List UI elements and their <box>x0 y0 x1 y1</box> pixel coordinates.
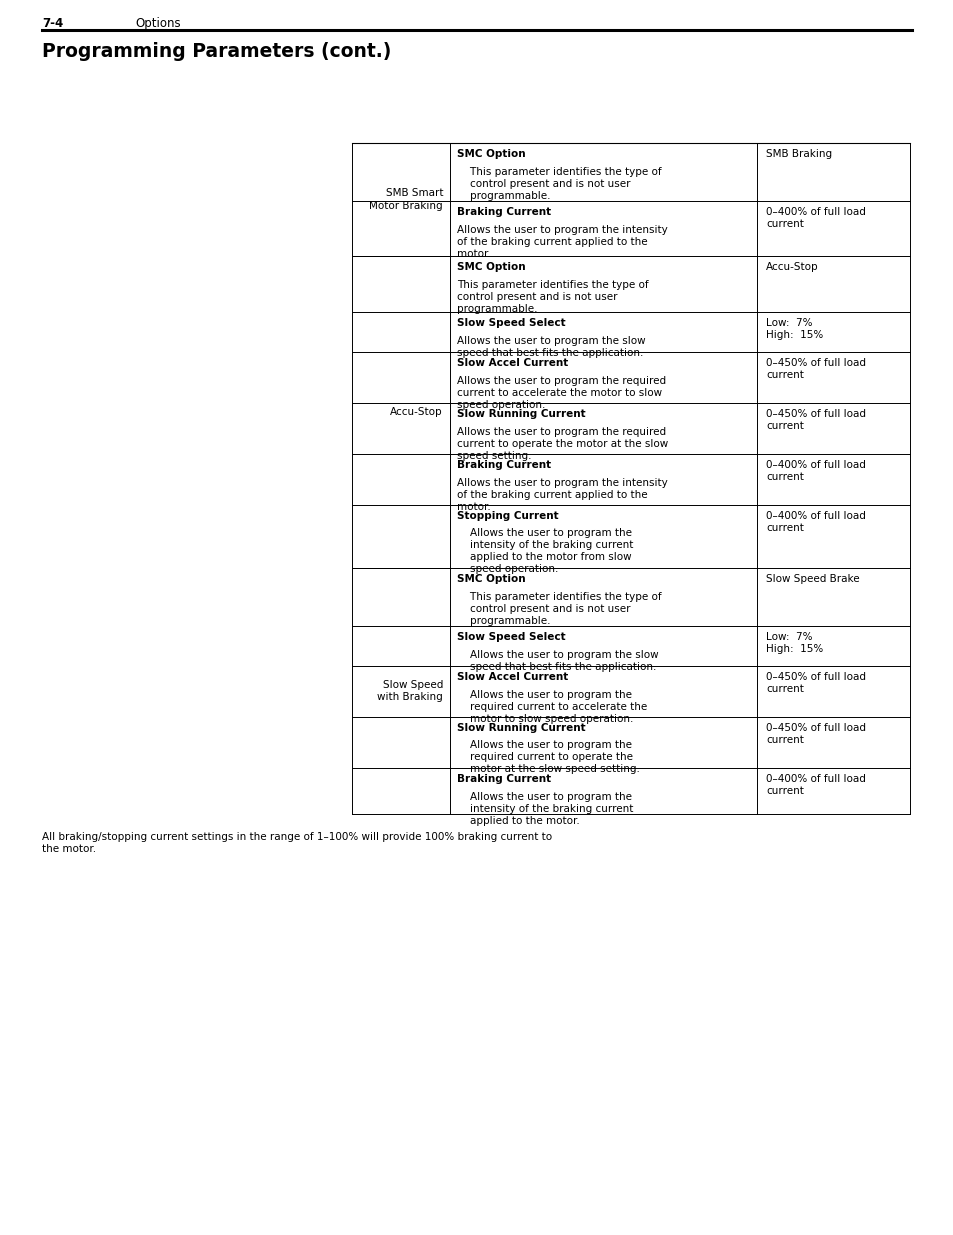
Text: SMC Option: SMC Option <box>456 262 525 272</box>
Text: Braking Current: Braking Current <box>456 774 551 784</box>
Text: Allows the user to program the required
current to operate the motor at the slow: Allows the user to program the required … <box>456 426 667 461</box>
Text: Braking Current: Braking Current <box>456 207 551 217</box>
Text: Allows the user to program the
    intensity of the braking current
    applied : Allows the user to program the intensity… <box>456 792 633 825</box>
Text: This parameter identifies the type of
    control present and is not user
    pr: This parameter identifies the type of co… <box>456 167 661 200</box>
Text: All braking/stopping current settings in the range of 1–100% will provide 100% b: All braking/stopping current settings in… <box>42 832 552 855</box>
Text: Slow Speed
with Braking: Slow Speed with Braking <box>376 679 442 703</box>
Text: 0–400% of full load
current: 0–400% of full load current <box>765 774 865 797</box>
Text: This parameter identifies the type of
    control present and is not user
    pr: This parameter identifies the type of co… <box>456 592 661 625</box>
Text: SMB Braking: SMB Braking <box>765 149 831 159</box>
Text: SMB Smart
Motor Braking: SMB Smart Motor Braking <box>369 188 442 211</box>
Text: Allows the user to program the
    required current to operate the
    motor at : Allows the user to program the required … <box>456 741 639 774</box>
Text: 0–450% of full load
current: 0–450% of full load current <box>765 409 865 431</box>
Text: 7-4: 7-4 <box>42 17 63 30</box>
Text: SMC Option: SMC Option <box>456 149 525 159</box>
Text: Slow Accel Current: Slow Accel Current <box>456 358 568 368</box>
Text: 0–400% of full load
current: 0–400% of full load current <box>765 511 865 534</box>
Text: Allows the user to program the required
current to accelerate the motor to slow
: Allows the user to program the required … <box>456 375 665 410</box>
Text: Slow Running Current: Slow Running Current <box>456 409 585 419</box>
Text: 0–450% of full load
current: 0–450% of full load current <box>765 358 865 380</box>
Text: Allows the user to program the
    required current to accelerate the
    motor : Allows the user to program the required … <box>456 689 646 724</box>
Text: Programming Parameters (cont.): Programming Parameters (cont.) <box>42 42 391 61</box>
Text: Allows the user to program the intensity
of the braking current applied to the
m: Allows the user to program the intensity… <box>456 478 667 511</box>
Text: Slow Speed Select: Slow Speed Select <box>456 317 565 329</box>
Text: 0–450% of full load
current: 0–450% of full load current <box>765 672 865 694</box>
Text: Accu-Stop: Accu-Stop <box>765 262 818 272</box>
Text: Allows the user to program the slow
    speed that best fits the application.: Allows the user to program the slow spee… <box>456 650 658 672</box>
Text: Allows the user to program the intensity
of the braking current applied to the
m: Allows the user to program the intensity… <box>456 225 667 258</box>
Text: 0–400% of full load
current: 0–400% of full load current <box>765 459 865 483</box>
Text: Slow Speed Brake: Slow Speed Brake <box>765 574 859 584</box>
Text: 0–450% of full load
current: 0–450% of full load current <box>765 722 865 746</box>
Text: Slow Running Current: Slow Running Current <box>456 722 585 734</box>
Text: 0–400% of full load
current: 0–400% of full load current <box>765 207 865 230</box>
Text: Slow Speed Select: Slow Speed Select <box>456 632 565 642</box>
Text: Stopping Current: Stopping Current <box>456 511 558 521</box>
Text: Braking Current: Braking Current <box>456 459 551 471</box>
Text: Low:  7%
High:  15%: Low: 7% High: 15% <box>765 317 822 341</box>
Text: This parameter identifies the type of
control present and is not user
programmab: This parameter identifies the type of co… <box>456 279 648 314</box>
Text: Allows the user to program the slow
speed that best fits the application.: Allows the user to program the slow spee… <box>456 336 645 357</box>
Text: Slow Accel Current: Slow Accel Current <box>456 672 568 682</box>
Text: Allows the user to program the
    intensity of the braking current
    applied : Allows the user to program the intensity… <box>456 529 633 574</box>
Text: SMC Option: SMC Option <box>456 574 525 584</box>
Text: Options: Options <box>135 17 180 30</box>
Text: Accu-Stop: Accu-Stop <box>390 408 442 417</box>
Text: Low:  7%
High:  15%: Low: 7% High: 15% <box>765 632 822 655</box>
